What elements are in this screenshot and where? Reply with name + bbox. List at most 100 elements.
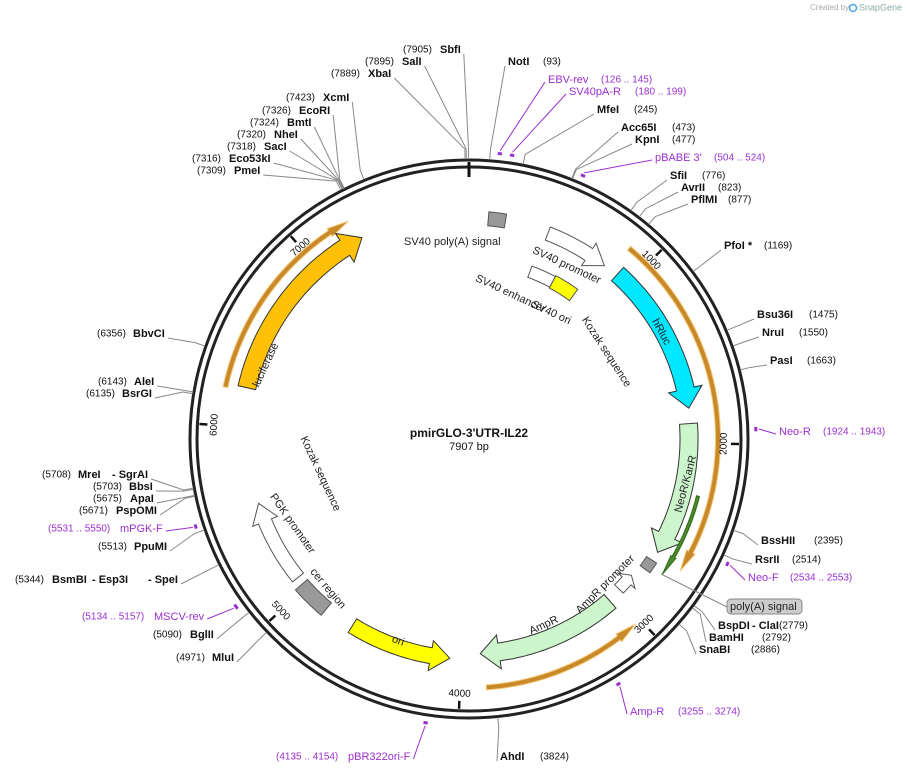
site-name: - SpeI xyxy=(148,574,178,586)
site-leader xyxy=(155,488,194,492)
site-name: Eco53kI xyxy=(229,153,271,165)
site-position: (2395) xyxy=(814,536,843,547)
sv40-ori-box xyxy=(548,275,579,302)
primer-leader xyxy=(412,725,426,760)
site-name: PasI xyxy=(770,355,793,367)
highlight-arc xyxy=(485,623,636,691)
primer-leader xyxy=(499,81,546,151)
site-position: (5344) xyxy=(15,575,44,586)
site-name: BamHI xyxy=(709,632,744,644)
site-position: (1169) xyxy=(764,241,792,252)
features xyxy=(193,151,758,725)
site-name: BbvCI xyxy=(133,328,165,340)
primer-mark xyxy=(509,153,515,158)
ruler-tick xyxy=(289,235,298,243)
site-leader xyxy=(463,53,470,160)
site-leader xyxy=(180,564,220,585)
site-name: EcoRI xyxy=(299,105,330,117)
ruler-label: 6000 xyxy=(208,413,220,436)
primer-mark xyxy=(725,561,730,567)
site-name: SfiI xyxy=(670,170,687,182)
primer-range: (5531 .. 5550) xyxy=(48,524,110,535)
primer-range: (3255 .. 3274) xyxy=(678,707,740,718)
site-leader xyxy=(424,65,467,160)
primer-name: EBV-rev xyxy=(548,74,589,86)
site-position: (7320) xyxy=(237,130,266,141)
site-name: SacI xyxy=(264,141,287,153)
hrluc-arrow xyxy=(610,266,704,409)
site-name: MluI xyxy=(212,652,234,664)
site-leader xyxy=(150,478,194,491)
site-leader xyxy=(236,631,267,663)
primer-leader xyxy=(512,93,567,153)
site-position: (2886) xyxy=(751,645,780,656)
neor-arrow xyxy=(650,422,699,553)
site-position: (3824) xyxy=(540,752,569,763)
primer-leader xyxy=(165,526,193,532)
plasmid-length: 7907 bp xyxy=(449,441,489,453)
site-position: (5090) xyxy=(153,630,182,641)
site-leader xyxy=(572,143,633,180)
primer-leader xyxy=(758,428,777,435)
site-name: PmeI xyxy=(234,165,260,177)
site-position: (245) xyxy=(634,105,657,116)
site-name: MreI xyxy=(78,469,101,481)
site-position: (6135) xyxy=(86,389,115,400)
feature-label: SV40 poly(A) signal xyxy=(404,236,501,248)
ori-arrow xyxy=(347,618,451,672)
site-name: NheI xyxy=(274,129,298,141)
site-leader xyxy=(740,364,768,371)
feature-label: ori xyxy=(390,633,406,648)
site-position: (7316) xyxy=(192,154,221,165)
watermark-prefix: Created by xyxy=(810,3,849,12)
primer-name: MSCV-rev xyxy=(154,611,205,623)
site-position: (5671) xyxy=(79,506,108,517)
site-leader xyxy=(733,529,759,546)
primer-name: mPGK-F xyxy=(120,523,163,535)
feature-label: poly(A) signal xyxy=(730,601,797,613)
site-position: (7889) xyxy=(331,69,360,80)
ruler-label: 4000 xyxy=(448,688,471,700)
site-position: (7423) xyxy=(286,93,315,104)
primer-range: (4135 .. 4154) xyxy=(276,752,338,763)
site-position: (6143) xyxy=(98,377,127,388)
highlight-arc xyxy=(626,245,722,572)
site-position: (7324) xyxy=(250,118,279,129)
primer-name: Amp-R xyxy=(630,706,664,718)
site-leader xyxy=(723,554,753,565)
site-name: SbfI xyxy=(440,44,461,56)
site-position: (1475) xyxy=(809,310,838,321)
site-position: (2779) xyxy=(779,621,808,632)
watermark-brand: SnapGene xyxy=(859,2,902,12)
primer-leader xyxy=(619,686,628,715)
site-name: SnaBI xyxy=(699,644,730,656)
site-name: KpnI xyxy=(635,134,659,146)
neor-inner-line xyxy=(661,495,701,575)
site-name: BmtI xyxy=(287,117,311,129)
ruler-tick xyxy=(268,614,277,622)
primer-range: (2534 .. 2553) xyxy=(790,573,852,584)
site-name: RsrII xyxy=(755,554,779,566)
site-leader xyxy=(732,336,760,347)
primer-leader xyxy=(584,159,653,174)
site-name: PspOMI xyxy=(116,505,157,517)
site-position: (776) xyxy=(702,171,725,182)
site-position: (2792) xyxy=(762,633,791,644)
primer-range: (504 .. 524) xyxy=(714,153,765,164)
primer-range: (5134 .. 5157) xyxy=(82,612,144,623)
site-position: (2514) xyxy=(792,555,821,566)
site-name: BglII xyxy=(190,629,214,641)
site-name: BsmBI xyxy=(52,574,87,586)
primer-range: (126 .. 145) xyxy=(601,75,652,86)
site-leader xyxy=(692,249,722,272)
site-leader xyxy=(351,101,365,180)
site-name: PfoI * xyxy=(724,240,753,252)
site-name: AhdI xyxy=(500,751,524,763)
site-name: - ClaI xyxy=(752,620,779,632)
site-name: PpuMI xyxy=(134,541,167,553)
site-name: SalI xyxy=(402,56,422,68)
site-position: (5675) xyxy=(93,494,122,505)
ruler-tick xyxy=(648,628,656,636)
primer-name: Neo-F xyxy=(748,572,779,584)
primer-mark xyxy=(233,603,239,610)
